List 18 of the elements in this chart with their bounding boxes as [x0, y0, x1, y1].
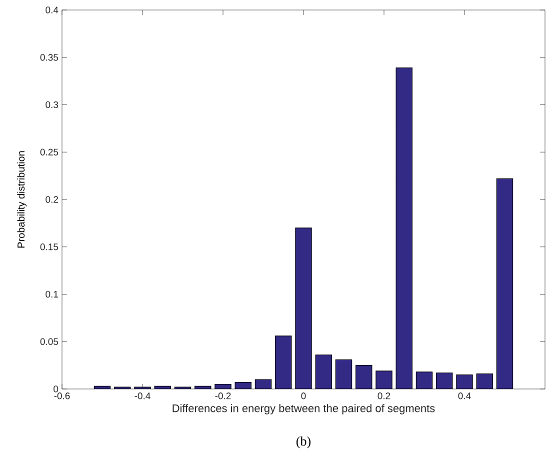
- y-tick-label: 0.15: [40, 244, 58, 250]
- y-tick-label: 0.4: [46, 6, 58, 14]
- text: (b): [296, 436, 311, 448]
- x-axis-title: Differences in energy between the paired of segments: [172, 404, 435, 414]
- y-tick-label: 0.2: [46, 196, 58, 203]
- x-tick-label: -0.4: [134, 392, 150, 400]
- y-tick-label: 0.3: [46, 101, 58, 108]
- y-axis-title: Probability distribution: [17, 151, 27, 248]
- x-tick-label: 0.2: [378, 392, 390, 400]
- x-tick-label: -0.6: [54, 392, 70, 400]
- y-tick-label: 0: [54, 386, 58, 392]
- y-tick-label: 0.1: [46, 290, 58, 298]
- y-tick-label: 0.35: [40, 54, 58, 61]
- x-tick-label: 0: [301, 392, 306, 400]
- x-tick-label: -0.2: [215, 392, 231, 400]
- y-tick-label: 0.05: [40, 338, 58, 345]
- x-tick-label: 0.4: [458, 392, 471, 400]
- y-tick-label: 0.25: [40, 148, 58, 156]
